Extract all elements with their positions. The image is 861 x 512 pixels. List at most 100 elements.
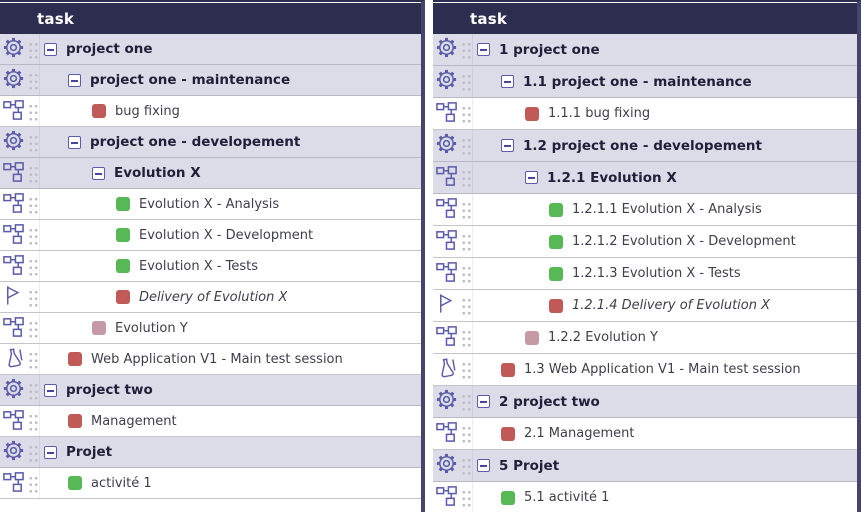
collapse-toggle[interactable] bbox=[44, 445, 57, 459]
status-swatch[interactable] bbox=[116, 290, 130, 304]
task-row[interactable]: bug fixing bbox=[0, 96, 421, 127]
task-row[interactable]: activité 1 bbox=[0, 468, 421, 499]
task-row[interactable]: Management bbox=[0, 406, 421, 437]
status-swatch[interactable] bbox=[116, 228, 130, 242]
gear-icon[interactable] bbox=[2, 67, 25, 94]
status-swatch[interactable] bbox=[92, 321, 106, 335]
collapse-toggle[interactable] bbox=[525, 171, 538, 184]
task-row[interactable]: 1.2.1.3 Evolution X - Tests bbox=[433, 258, 857, 290]
task-row[interactable]: Evolution X - Development bbox=[0, 220, 421, 251]
task-row[interactable]: Projet bbox=[0, 437, 421, 468]
status-swatch[interactable] bbox=[116, 197, 130, 211]
milestone-flag-icon[interactable] bbox=[435, 292, 458, 319]
drag-handle-dots[interactable] bbox=[27, 163, 38, 183]
task-row[interactable]: 2 project two bbox=[433, 386, 857, 418]
drag-handle-dots[interactable] bbox=[27, 380, 38, 400]
task-row[interactable]: 1.2 project one - developement bbox=[433, 130, 857, 162]
status-swatch[interactable] bbox=[549, 298, 563, 313]
hierarchy-icon[interactable] bbox=[435, 260, 458, 287]
hierarchy-icon[interactable] bbox=[2, 160, 25, 187]
hierarchy-icon[interactable] bbox=[435, 100, 458, 127]
task-row[interactable]: 1.2.2 Evolution Y bbox=[433, 322, 857, 354]
collapse-toggle[interactable] bbox=[477, 43, 490, 56]
hierarchy-icon[interactable] bbox=[435, 228, 458, 255]
status-swatch[interactable] bbox=[501, 362, 515, 377]
task-row[interactable]: Evolution Y bbox=[0, 313, 421, 344]
gear-icon[interactable] bbox=[435, 132, 458, 159]
drag-handle-dots[interactable] bbox=[27, 256, 38, 276]
drag-handle-dots[interactable] bbox=[27, 101, 38, 121]
status-swatch[interactable] bbox=[501, 490, 515, 505]
task-row[interactable]: Delivery of Evolution X bbox=[0, 282, 421, 313]
drag-handle-dots[interactable] bbox=[460, 200, 471, 219]
drag-handle-dots[interactable] bbox=[27, 39, 38, 59]
drag-handle-dots[interactable] bbox=[460, 232, 471, 251]
status-swatch[interactable] bbox=[525, 106, 539, 121]
drag-handle-dots[interactable] bbox=[460, 328, 471, 347]
task-row[interactable]: project one - maintenance bbox=[0, 65, 421, 96]
collapse-toggle[interactable] bbox=[477, 459, 490, 472]
test-flask-icon[interactable] bbox=[435, 356, 458, 383]
drag-handle-dots[interactable] bbox=[460, 456, 471, 475]
drag-handle-dots[interactable] bbox=[27, 442, 38, 462]
hierarchy-icon[interactable] bbox=[2, 408, 25, 435]
status-swatch[interactable] bbox=[549, 202, 563, 217]
gear-icon[interactable] bbox=[435, 388, 458, 415]
task-row[interactable]: 5.1 activité 1 bbox=[433, 482, 857, 512]
hierarchy-icon[interactable] bbox=[2, 222, 25, 249]
drag-handle-dots[interactable] bbox=[460, 424, 471, 443]
task-row[interactable]: 1.2.1.4 Delivery of Evolution X bbox=[433, 290, 857, 322]
drag-handle-dots[interactable] bbox=[460, 360, 471, 379]
hierarchy-icon[interactable] bbox=[2, 191, 25, 218]
task-row[interactable]: Evolution X - Tests bbox=[0, 251, 421, 282]
drag-handle-dots[interactable] bbox=[460, 392, 471, 411]
drag-handle-dots[interactable] bbox=[460, 296, 471, 315]
status-swatch[interactable] bbox=[501, 426, 515, 441]
drag-handle-dots[interactable] bbox=[460, 40, 471, 59]
task-row[interactable]: 1.1 project one - maintenance bbox=[433, 66, 857, 98]
task-row[interactable]: 1.2.1.2 Evolution X - Development bbox=[433, 226, 857, 258]
drag-handle-dots[interactable] bbox=[27, 225, 38, 245]
drag-handle-dots[interactable] bbox=[460, 168, 471, 187]
task-row[interactable]: 1.1.1 bug fixing bbox=[433, 98, 857, 130]
hierarchy-icon[interactable] bbox=[2, 253, 25, 280]
gear-icon[interactable] bbox=[2, 129, 25, 156]
drag-handle-dots[interactable] bbox=[460, 488, 471, 507]
drag-handle-dots[interactable] bbox=[27, 194, 38, 214]
test-flask-icon[interactable] bbox=[2, 346, 25, 373]
drag-handle-dots[interactable] bbox=[27, 411, 38, 431]
status-swatch[interactable] bbox=[116, 259, 130, 273]
status-swatch[interactable] bbox=[549, 234, 563, 249]
task-row[interactable]: project one - developement bbox=[0, 127, 421, 158]
drag-handle-dots[interactable] bbox=[27, 132, 38, 152]
hierarchy-icon[interactable] bbox=[2, 98, 25, 125]
task-row[interactable]: 2.1 Management bbox=[433, 418, 857, 450]
status-swatch[interactable] bbox=[68, 476, 82, 490]
collapse-toggle[interactable] bbox=[68, 135, 81, 149]
task-row[interactable]: Evolution X bbox=[0, 158, 421, 189]
task-row[interactable]: Web Application V1 - Main test session bbox=[0, 344, 421, 375]
task-row[interactable]: 1.2.1 Evolution X bbox=[433, 162, 857, 194]
hierarchy-icon[interactable] bbox=[435, 324, 458, 351]
hierarchy-icon[interactable] bbox=[435, 420, 458, 447]
gear-icon[interactable] bbox=[2, 36, 25, 63]
collapse-toggle[interactable] bbox=[501, 75, 514, 88]
task-row[interactable]: 1.2.1.1 Evolution X - Analysis bbox=[433, 194, 857, 226]
status-swatch[interactable] bbox=[68, 352, 82, 366]
drag-handle-dots[interactable] bbox=[460, 104, 471, 123]
gear-icon[interactable] bbox=[435, 68, 458, 95]
gear-icon[interactable] bbox=[2, 439, 25, 466]
collapse-toggle[interactable] bbox=[477, 395, 490, 408]
task-row[interactable]: 5 Projet bbox=[433, 450, 857, 482]
drag-handle-dots[interactable] bbox=[27, 287, 38, 307]
status-swatch[interactable] bbox=[68, 414, 82, 428]
hierarchy-icon[interactable] bbox=[435, 484, 458, 511]
collapse-toggle[interactable] bbox=[92, 166, 105, 180]
task-row[interactable]: 1.3 Web Application V1 - Main test sessi… bbox=[433, 354, 857, 386]
hierarchy-icon[interactable] bbox=[2, 470, 25, 497]
task-row[interactable]: 1 project one bbox=[433, 34, 857, 66]
drag-handle-dots[interactable] bbox=[27, 349, 38, 369]
status-swatch[interactable] bbox=[525, 330, 539, 345]
drag-handle-dots[interactable] bbox=[27, 473, 38, 493]
milestone-flag-icon[interactable] bbox=[2, 284, 25, 311]
